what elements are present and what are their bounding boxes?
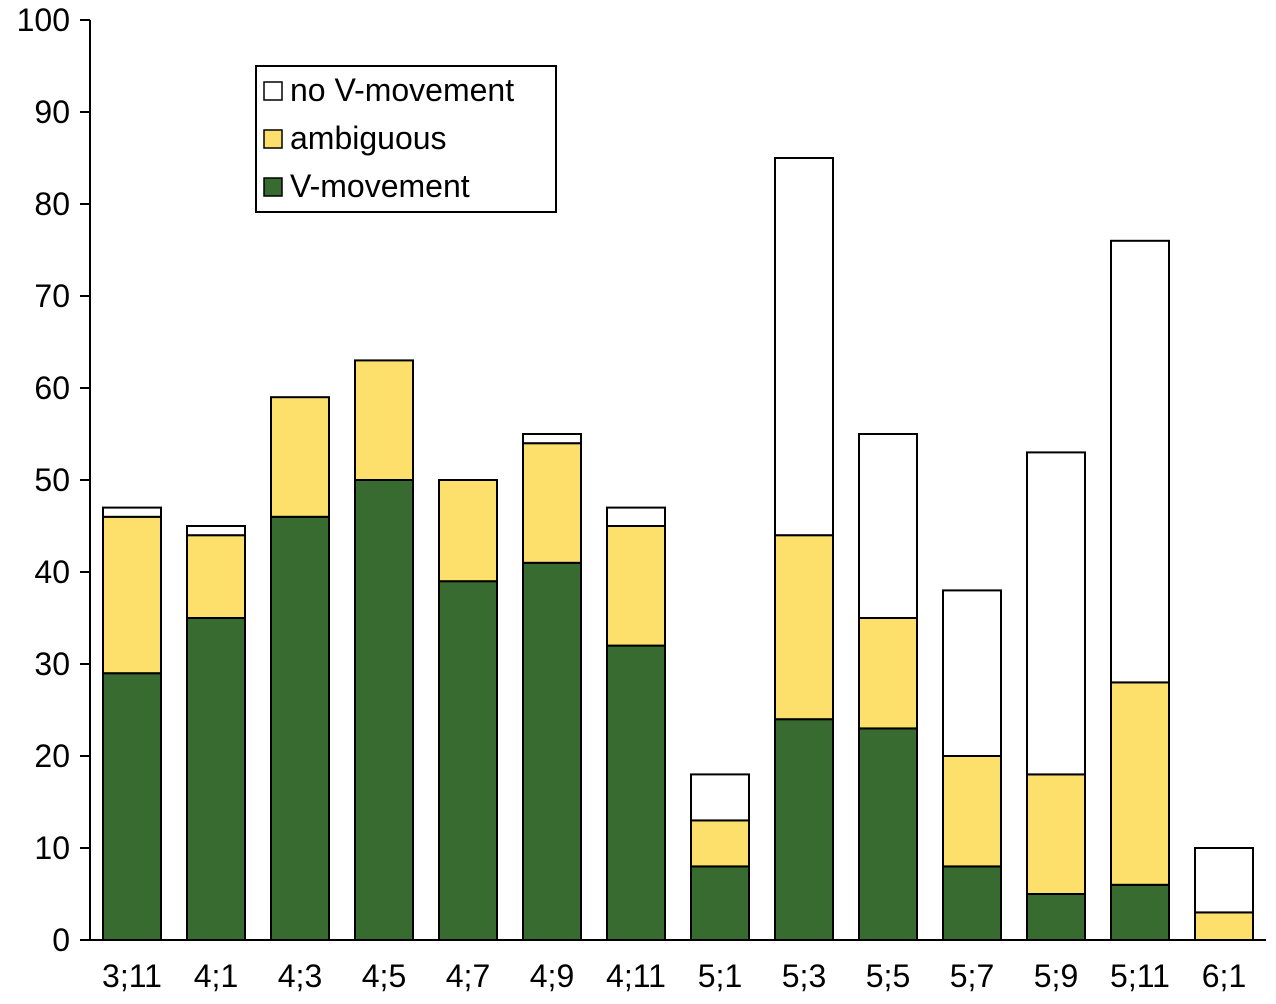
- bar-ambiguous-4-3: [270, 396, 330, 518]
- bar-ambiguous-4-5: [354, 359, 414, 481]
- bar-no-v-movement-6-1: [1194, 847, 1254, 914]
- bar-ambiguous-5-1: [690, 819, 750, 868]
- y-tick-label: 80: [34, 186, 70, 222]
- bar-no-v-movement-5-11: [1110, 239, 1170, 684]
- bar-v-movement-3-11: [102, 672, 162, 941]
- bar-no-v-movement-4-11: [606, 506, 666, 528]
- x-tick-label: 4;1: [194, 958, 238, 994]
- bar-no-v-movement-4-9: [522, 433, 582, 445]
- bar-ambiguous-5-9: [1026, 773, 1086, 896]
- x-tick-label: 4;11: [606, 958, 666, 994]
- y-tick-label: 70: [34, 278, 70, 314]
- y-tick-label: 40: [34, 554, 70, 590]
- bar-v-movement-5-7: [942, 865, 1002, 942]
- bar-no-v-movement-4-1: [186, 525, 246, 537]
- y-tick-label: 60: [34, 370, 70, 406]
- bar-ambiguous-4-7: [438, 479, 498, 583]
- bar-no-v-movement-5-3: [774, 157, 834, 537]
- bar-no-v-movement-5-5: [858, 433, 918, 619]
- bar-ambiguous-5-7: [942, 755, 1002, 868]
- bar-v-movement-5-3: [774, 718, 834, 942]
- y-tick-label: 20: [34, 738, 70, 774]
- x-tick-label: 3;11: [102, 958, 162, 994]
- x-tick-label: 4;7: [446, 958, 490, 994]
- y-tick-label: 30: [34, 646, 70, 682]
- bars-layer: [102, 157, 1254, 942]
- bar-v-movement-4-11: [606, 644, 666, 941]
- bar-v-movement-4-7: [438, 580, 498, 941]
- bar-no-v-movement-3-11: [102, 506, 162, 518]
- x-tick-label: 4;5: [362, 958, 406, 994]
- legend-swatch-v-movement: [263, 177, 283, 197]
- legend: no V-movement ambiguous V-movement: [255, 65, 557, 213]
- bar-ambiguous-4-11: [606, 525, 666, 647]
- bar-no-v-movement-5-7: [942, 589, 1002, 758]
- bar-no-v-movement-5-1: [690, 773, 750, 822]
- legend-box: [255, 65, 557, 213]
- y-tick-label: 0: [52, 922, 70, 958]
- legend-swatch-no-v-movement: [263, 81, 283, 101]
- x-tick-label: 4;3: [278, 958, 322, 994]
- x-tick-label: 5;9: [1034, 958, 1078, 994]
- y-tick-label: 90: [34, 94, 70, 130]
- y-tick-label: 50: [34, 462, 70, 498]
- x-tick-label: 5;1: [698, 958, 742, 994]
- bar-v-movement-5-11: [1110, 883, 1170, 941]
- bar-v-movement-5-5: [858, 727, 918, 942]
- bar-ambiguous-4-9: [522, 442, 582, 564]
- x-tick-label: 5;3: [782, 958, 826, 994]
- x-tick-label: 5;7: [950, 958, 994, 994]
- bar-ambiguous-3-11: [102, 515, 162, 675]
- bar-ambiguous-6-1: [1194, 911, 1254, 942]
- bar-v-movement-4-3: [270, 515, 330, 941]
- bar-ambiguous-4-1: [186, 534, 246, 620]
- legend-label-ambiguous: ambiguous: [290, 120, 447, 156]
- bar-v-movement-5-1: [690, 865, 750, 942]
- legend-swatch-ambiguous: [263, 129, 283, 149]
- legend-label-no-v-movement: no V-movement: [290, 72, 514, 108]
- bar-v-movement-4-5: [354, 479, 414, 941]
- axes-layer: 3;11 4;1 4;3 4;5 4;7 4;9 4;11 5;1 5;3 5;5 5;7 5;9 5;…: [17, 2, 1266, 994]
- bar-ambiguous-5-5: [858, 617, 918, 730]
- bar-no-v-movement-5-9: [1026, 451, 1086, 776]
- bar-ambiguous-5-3: [774, 534, 834, 721]
- legend-label-v-movement: V-movement: [290, 168, 470, 204]
- y-tick-label: 100: [17, 2, 70, 38]
- bar-ambiguous-5-11: [1110, 681, 1170, 886]
- bar-v-movement-4-1: [186, 617, 246, 941]
- x-tick-label: 5;11: [1110, 958, 1170, 994]
- x-tick-label: 6;1: [1202, 958, 1246, 994]
- bar-v-movement-5-9: [1026, 893, 1086, 941]
- bar-v-movement-4-9: [522, 561, 582, 941]
- y-tick-label: 10: [34, 830, 70, 866]
- x-tick-label: 4;9: [530, 958, 574, 994]
- x-tick-label: 5;5: [866, 958, 910, 994]
